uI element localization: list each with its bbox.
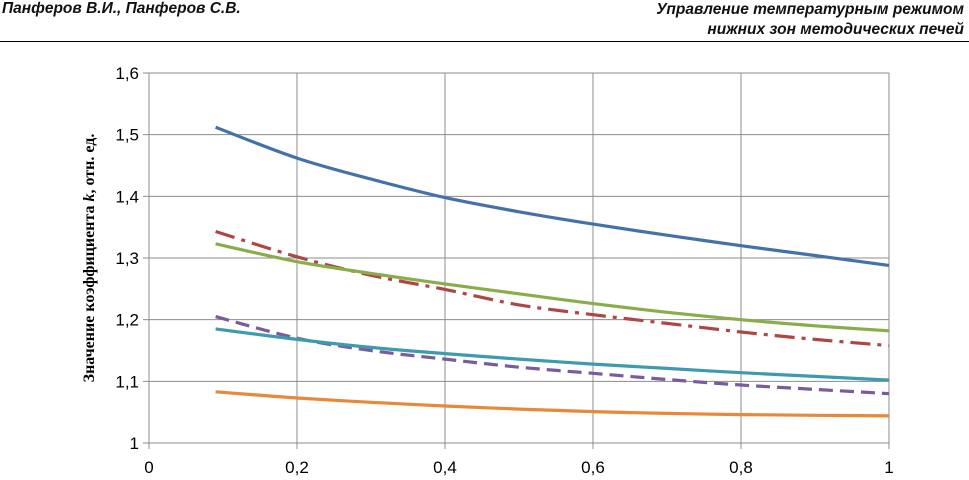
y-axis-label-variable: k	[81, 193, 98, 201]
header-title: Управление температурным режимом нижних …	[656, 0, 964, 40]
x-tick-label: 0,4	[433, 458, 457, 477]
x-tick-label: 0	[144, 458, 153, 477]
series-line-purple	[215, 315, 890, 396]
y-tick-label: 1,5	[115, 126, 139, 145]
header-title-line-2: нижних зон методических печей	[707, 21, 964, 38]
y-axis-label: Значение коэффициента k, отн. ед.	[81, 134, 98, 383]
y-axis-label-prefix: Значение коэффициента	[81, 201, 98, 382]
header-title-line-1: Управление температурным режимом	[656, 1, 964, 18]
y-tick-label: 1,6	[115, 64, 139, 83]
series-line-blue	[215, 125, 890, 267]
series-line-teal	[215, 327, 890, 382]
series-line-red	[215, 229, 890, 348]
y-tick-label: 1,2	[115, 311, 139, 330]
x-tick-label: 0,2	[285, 458, 309, 477]
grid	[149, 72, 890, 443]
y-axis-label-suffix: , отн. ед.	[81, 134, 98, 194]
header-divider	[0, 41, 969, 42]
y-tick-label: 1,3	[115, 249, 139, 268]
header-authors: Панферов В.И., Панферов С.В.	[2, 0, 241, 17]
series-line-green	[215, 242, 890, 333]
series-lines	[215, 125, 890, 418]
x-tick-label: 0,6	[581, 458, 605, 477]
series-line-orange	[215, 390, 890, 418]
y-tick-label: 1,4	[115, 187, 139, 206]
tick-labels: 1 1,1 1,2 1,3 1,4 1,5 1,6 0 0,2 0,4 0,6 0,8 1	[115, 64, 893, 477]
x-tick-label: 0,8	[729, 458, 753, 477]
y-tick-label: 1	[130, 434, 139, 453]
axes	[143, 72, 890, 449]
y-tick-label: 1,1	[115, 372, 139, 391]
x-tick-label: 1	[884, 458, 893, 477]
